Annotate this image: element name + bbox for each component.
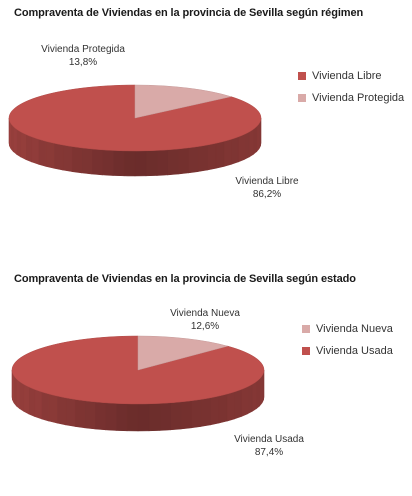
data-label-vivienda-nueva: Vivienda Nueva 12,6% [150,307,260,333]
pie-wall-segment [29,387,35,417]
pie-wall-segment [116,403,127,430]
pie-wall-segment [252,382,256,412]
legend-item-vivienda-libre: Vivienda Libre [298,65,404,87]
pie-wall-segment [235,390,242,419]
pie-wall-segment [168,149,178,175]
pie-wall-segment [146,150,157,175]
data-label-name: Vivienda Libre [212,175,322,188]
data-label-value: 86,2% [212,188,322,201]
pie-wall-segment [207,143,216,170]
legend-label: Vivienda Nueva [316,323,393,335]
pie-wall-segment [14,376,16,406]
pie-wall-segment [201,398,210,427]
pie-wall-segment [54,143,63,170]
pie-wall-segment [257,124,259,152]
pie-wall-segment [244,132,249,160]
pie-wall-segment [188,147,198,173]
pie-wall-segment [241,387,247,417]
pie-3d [0,266,412,466]
pie-wall-segment [253,127,256,155]
legend-swatch [302,347,310,355]
pie-chart-estado: Compraventa de Viviendas en la provincia… [0,266,412,496]
pie-wall-segment [85,401,95,429]
pie-wall-segment [32,137,39,164]
pie-wall-segment [249,129,253,157]
pie-wall-segment [13,127,16,155]
pie-wall-segment [232,137,239,164]
pie-wall-segment [63,145,72,172]
pie-wall-segment [219,394,227,423]
pie-wall-segment [127,404,138,431]
pie-wall-segment [102,150,113,176]
data-label-value: 87,4% [214,446,324,459]
pie-wall-segment [260,376,262,406]
pie-wall-segment [75,399,85,427]
pie-wall-segment [20,382,24,412]
legend-label: Vivienda Libre [312,70,382,82]
pie-wall-segment [82,148,92,174]
pie-wall-segment [38,139,45,166]
pie-wall-segment [16,379,19,409]
data-label-value: 13,8% [28,56,138,69]
pie-wall-segment [72,147,82,173]
data-label-name: Vivienda Protegida [28,43,138,56]
legend-item-vivienda-protegida: Vivienda Protegida [298,87,404,109]
pie-wall-segment [66,398,75,427]
data-label-name: Vivienda Nueva [150,307,260,320]
legend-label: Vivienda Usada [316,345,393,357]
pie-wall-segment [11,124,13,152]
pie-wall-segment [35,390,42,419]
data-label-name: Vivienda Usada [214,433,324,446]
pie-wall-segment [191,399,201,427]
pie-wall-segment [17,129,21,157]
legend: Vivienda Libre Vivienda Protegida [298,65,404,109]
legend-swatch [298,94,306,102]
legend-swatch [298,72,306,80]
pie-3d [0,0,412,230]
pie-wall-segment [124,151,135,176]
pie-wall-segment [227,392,234,421]
pie-wall-segment [210,396,219,425]
data-label-value: 12,6% [150,320,260,333]
legend-item-vivienda-usada: Vivienda Usada [302,340,393,362]
pie-wall-segment [57,396,66,425]
pie-chart-regimen: Compraventa de Viviendas en la provincia… [0,0,412,230]
pie-wall-segment [256,379,259,409]
pie-wall-segment [26,135,32,162]
legend-label: Vivienda Protegida [312,92,404,104]
pie-wall-segment [113,150,124,175]
pie-wall-segment [138,404,149,431]
pie-wall-segment [247,384,252,414]
pie-wall-segment [21,132,26,160]
pie-wall-segment [224,139,231,166]
pie-wall-segment [181,401,191,429]
pie-wall-segment [105,403,116,431]
pie-wall-segment [135,151,146,176]
pie-wall-segment [24,384,29,414]
data-label-vivienda-usada: Vivienda Usada 87,4% [214,433,324,459]
pie-wall-segment [238,135,244,162]
pie-wall-segment [41,392,48,421]
pie-wall-segment [216,141,224,168]
pie-wall-segment [178,148,188,174]
data-label-vivienda-libre: Vivienda Libre 86,2% [212,175,322,201]
pie-wall-segment [171,402,181,430]
pie-wall-segment [46,141,54,168]
pie-wall-segment [95,402,105,430]
pie-wall-segment [198,145,207,172]
pie-wall-segment [160,403,171,431]
legend: Vivienda Nueva Vivienda Usada [302,318,393,362]
legend-swatch [302,325,310,333]
pie-wall-segment [149,403,160,430]
legend-item-vivienda-nueva: Vivienda Nueva [302,318,393,340]
pie-wall-segment [157,150,168,176]
data-label-vivienda-protegida: Vivienda Protegida 13,8% [28,43,138,69]
pie-wall-segment [49,394,57,423]
pie-wall-segment [92,149,102,175]
